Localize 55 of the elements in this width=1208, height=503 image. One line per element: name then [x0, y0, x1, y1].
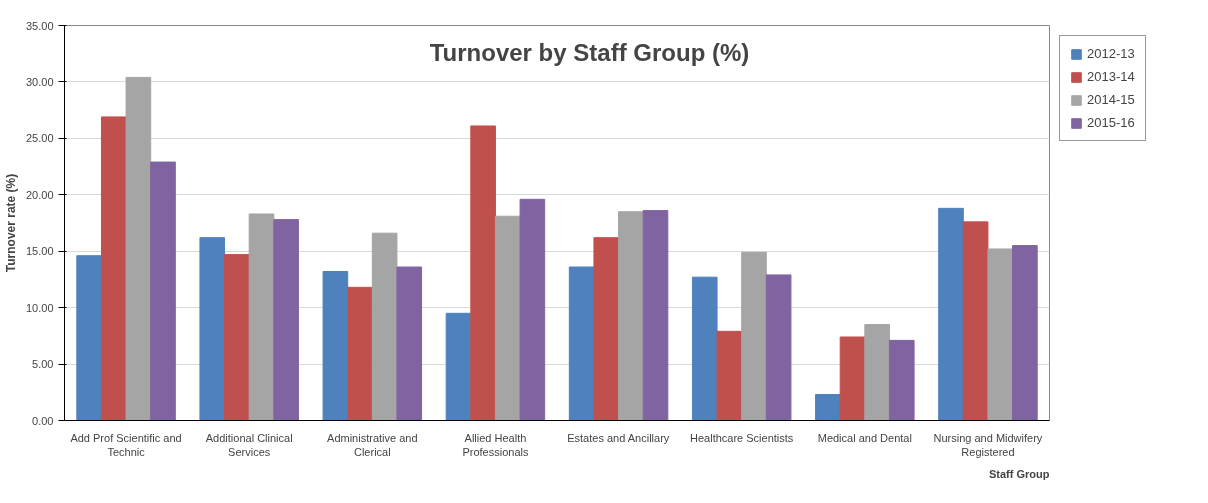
y-tick-label: 15.00 — [25, 245, 54, 258]
bar — [568, 266, 595, 421]
x-axis-title: Staff Group — [989, 467, 1050, 480]
bar — [199, 237, 226, 421]
y-tick-label: 25.00 — [25, 132, 54, 145]
bar — [1012, 245, 1038, 421]
x-tick-label: Additional Clinical Services — [205, 431, 293, 458]
y-tick-label: 10.00 — [25, 301, 54, 314]
legend-label: 2015-16 — [1087, 115, 1135, 130]
bar — [273, 219, 299, 421]
x-tick-label: Allied Health Professionals — [462, 431, 529, 458]
bar — [371, 232, 398, 421]
bar — [150, 161, 176, 421]
bar — [470, 125, 496, 421]
bar — [445, 312, 472, 421]
bar — [987, 248, 1014, 421]
y-tick-label: 30.00 — [25, 75, 54, 88]
bar — [962, 221, 989, 421]
bar — [938, 207, 964, 421]
bar — [519, 198, 546, 421]
x-tick-label: Administrative and Clerical — [327, 431, 418, 458]
y-tick-label: 5.00 — [32, 358, 54, 371]
bar — [765, 274, 792, 421]
bar — [396, 266, 423, 421]
bar — [593, 237, 620, 421]
bar — [100, 116, 127, 421]
bar — [224, 254, 250, 421]
x-tick-label: Estates and Ancillary — [567, 431, 670, 444]
legend-label: 2014-15 — [1087, 92, 1135, 107]
bar — [888, 339, 915, 421]
bar — [347, 286, 373, 421]
bar — [248, 213, 275, 421]
bar — [716, 330, 743, 421]
bar — [76, 255, 102, 421]
bar — [864, 324, 890, 421]
bar — [839, 336, 866, 421]
bar — [815, 394, 841, 421]
legend-label: 2013-14 — [1087, 69, 1135, 84]
legend-label: 2012-13 — [1087, 46, 1135, 61]
bar — [125, 76, 152, 421]
x-tick-label: Medical and Dental — [817, 431, 912, 444]
bar — [642, 210, 669, 421]
x-tick-label: Add Prof Scientific and Technic — [70, 431, 182, 458]
bar — [691, 276, 718, 421]
bar — [741, 251, 767, 421]
y-tick-label: 0.00 — [32, 414, 54, 427]
bar — [322, 271, 349, 421]
bar — [618, 211, 644, 421]
x-tick-label: Nursing and Midwifery Registered — [933, 431, 1043, 458]
bar — [494, 215, 521, 421]
text: Turnover by Staff Group (%) — [429, 39, 750, 66]
y-tick-label: 20.00 — [25, 188, 54, 201]
x-tick-label: Healthcare Scientists — [690, 431, 794, 444]
y-tick-label: 35.00 — [25, 19, 54, 32]
y-axis-title: Turnover rate (%) — [3, 173, 18, 273]
